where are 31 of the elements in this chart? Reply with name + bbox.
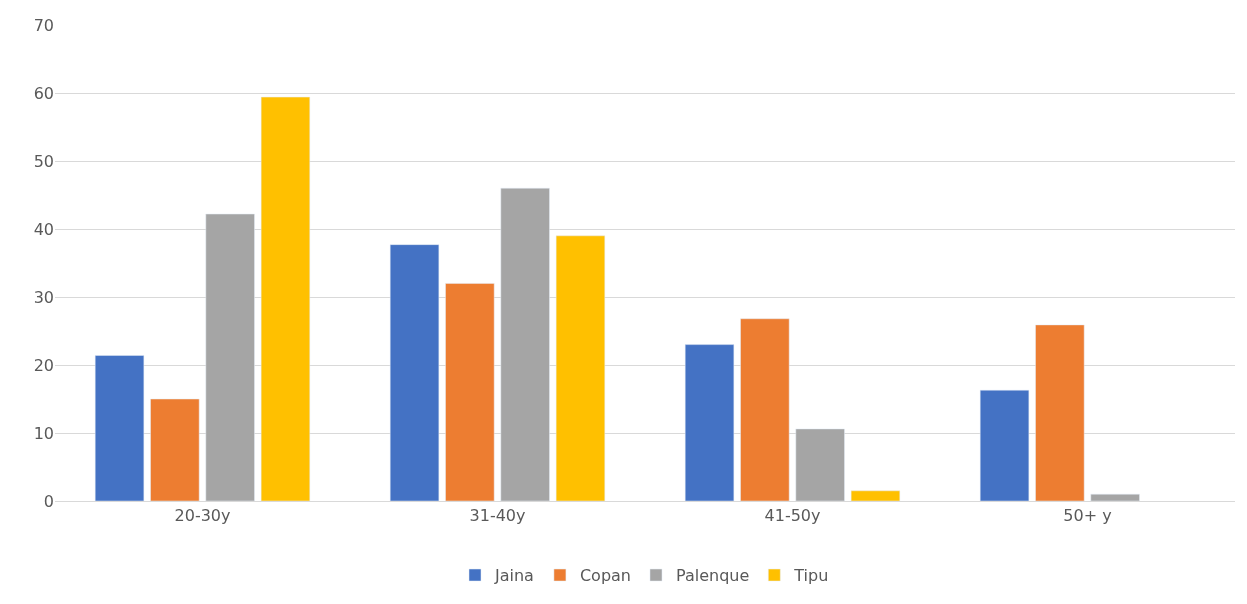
y-tick-label: 50 xyxy=(33,151,54,171)
y-tick-label: 20 xyxy=(33,355,54,375)
bar xyxy=(389,244,440,501)
bar xyxy=(1090,493,1140,501)
bar xyxy=(150,398,200,501)
x-tick-label: 41-50y xyxy=(764,506,821,526)
bar xyxy=(555,235,606,501)
bar xyxy=(795,428,845,501)
y-tick-label: 60 xyxy=(33,83,54,103)
legend-label: Jaina xyxy=(494,566,534,586)
y-tick-label: 30 xyxy=(33,287,54,307)
bar xyxy=(205,213,255,501)
y-tick-label: 10 xyxy=(33,423,54,443)
x-tick-label: 20-30y xyxy=(174,506,231,526)
legend-label: Palenque xyxy=(675,566,750,586)
bar xyxy=(979,389,1030,501)
bar xyxy=(445,283,495,501)
x-tick-label: 31-40y xyxy=(469,506,526,526)
legend-label: Tipu xyxy=(793,566,829,586)
bar xyxy=(94,355,145,501)
legend-label: Copan xyxy=(579,566,631,586)
y-tick-label: 0 xyxy=(43,491,54,511)
y-tick-label: 40 xyxy=(33,219,54,239)
bar xyxy=(500,187,550,501)
bar xyxy=(260,96,311,501)
x-tick-label: 50+ y xyxy=(1063,506,1112,526)
bar xyxy=(1035,324,1085,501)
bar xyxy=(850,490,901,501)
y-tick-label: 70 xyxy=(33,15,54,35)
bar xyxy=(740,318,790,501)
bar xyxy=(684,344,735,501)
